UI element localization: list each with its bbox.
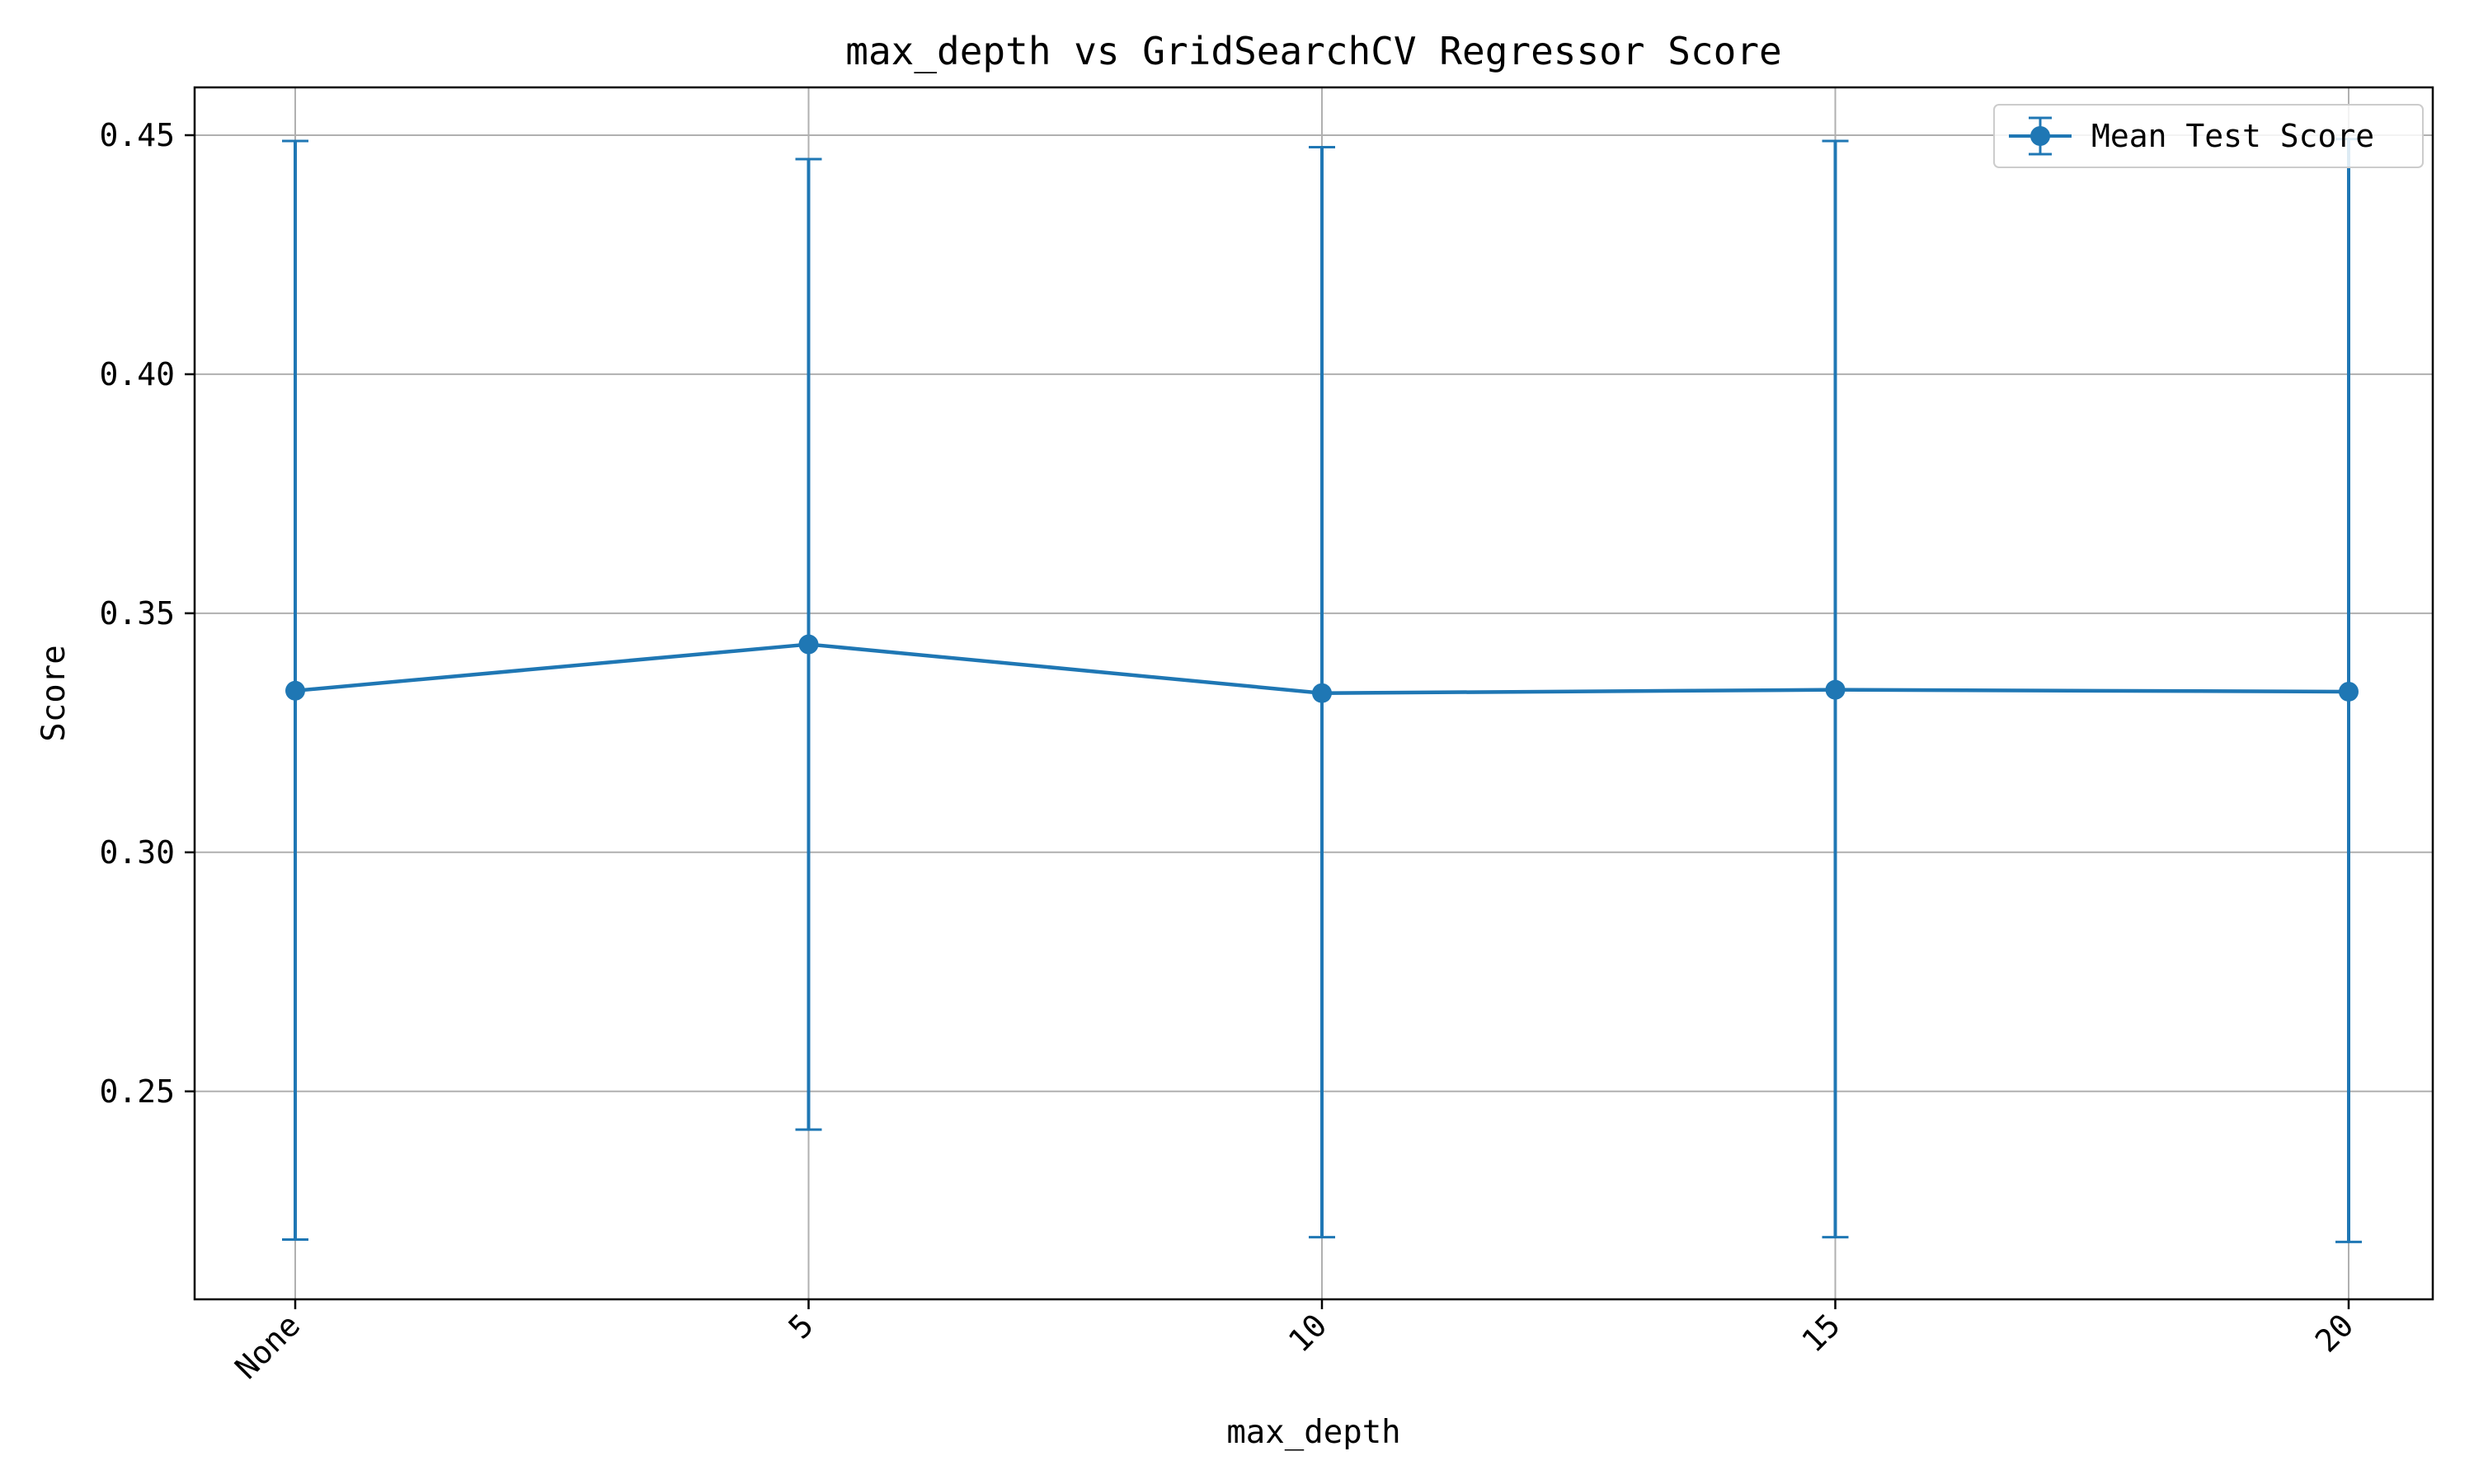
series-layer [282,138,2362,1243]
plot-frame [193,86,2434,1301]
data-point-marker [2339,681,2359,702]
data-point-marker [798,634,819,655]
y-tick-label: 0.40 [99,356,175,392]
x-axis-label: max_depth [1226,1414,1400,1451]
y-tick-label: 0.35 [99,595,175,632]
data-point-marker [285,680,305,701]
y-tick-label: 0.25 [99,1073,175,1110]
legend-marker-swatch [2030,126,2050,146]
data-point-marker [1825,679,1846,700]
chart-title: max_depth vs GridSearchCV Regressor Scor… [845,29,1781,73]
legend: Mean Test Score [1993,104,2424,168]
y-tick-label: 0.30 [99,834,175,871]
data-point-marker [1312,683,1332,703]
y-tick-label: 0.45 [99,117,175,153]
legend-box [1993,104,2424,168]
legend-label: Mean Test Score [2091,118,2374,154]
y-axis-label: Score [35,645,73,741]
